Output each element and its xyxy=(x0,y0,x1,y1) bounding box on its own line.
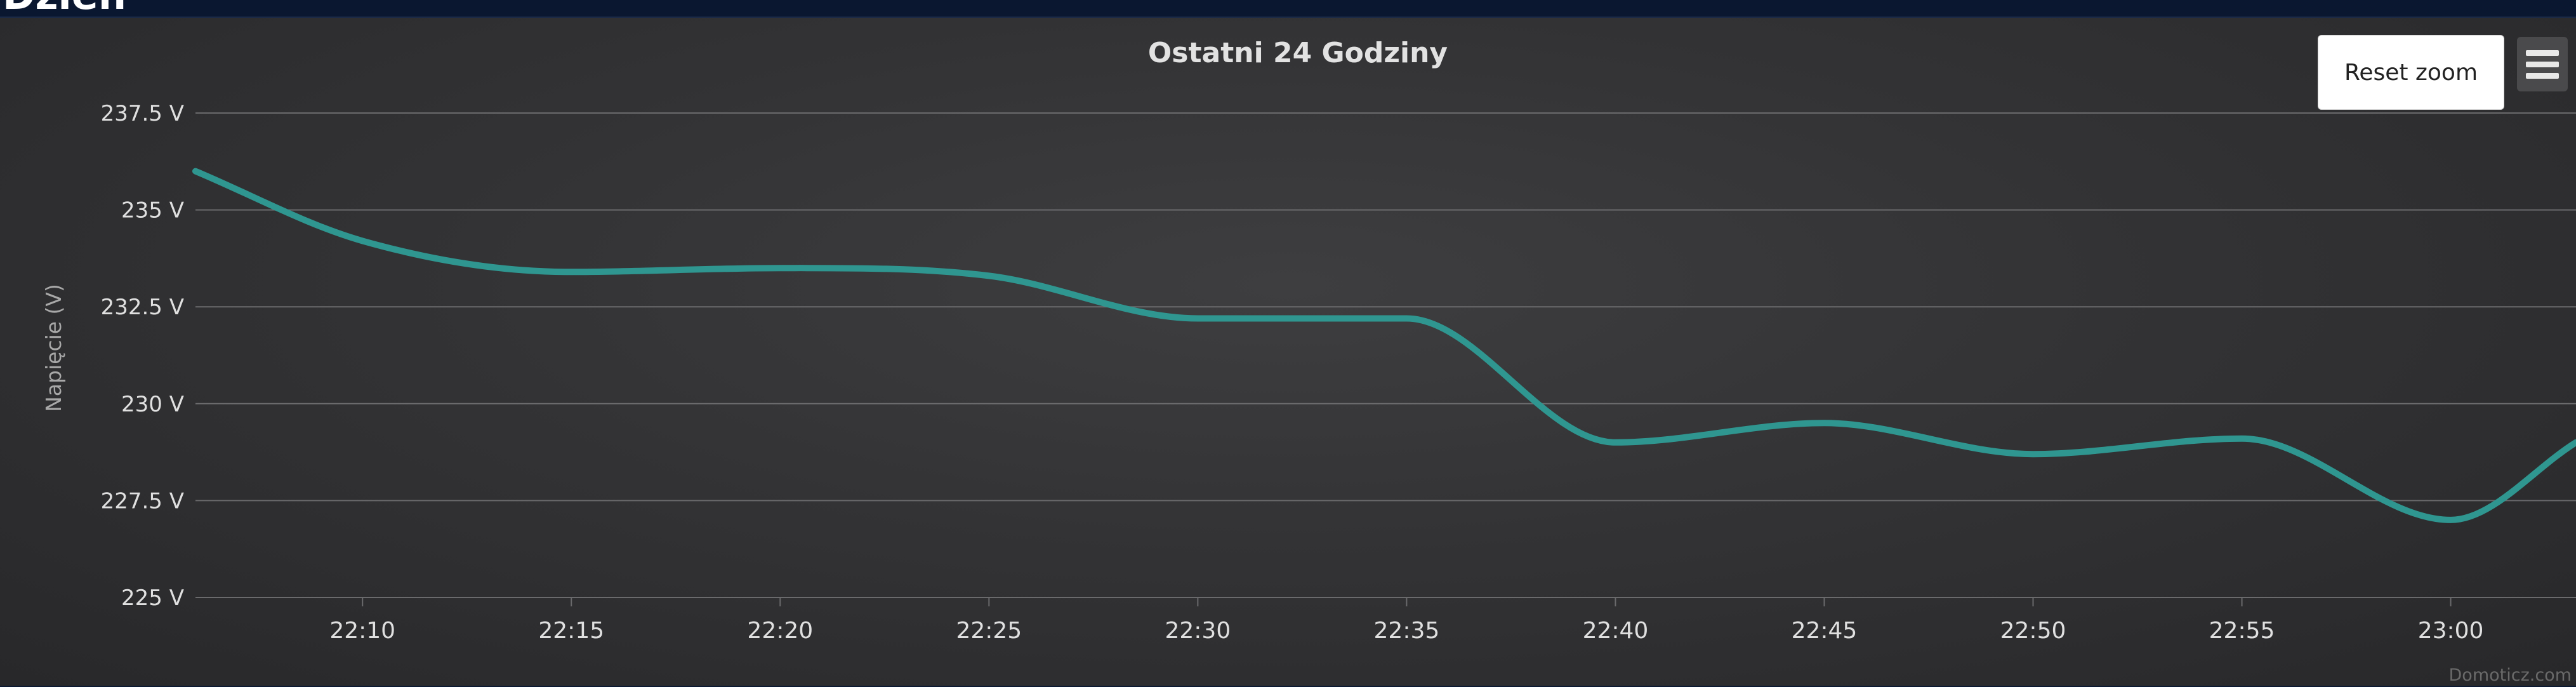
y-tick-label: 227.5 V xyxy=(101,488,184,514)
y-tick-label: 232.5 V xyxy=(101,295,184,320)
menu-bar xyxy=(2526,72,2559,79)
x-tick-label: 22:20 xyxy=(747,618,813,644)
voltage-chart: 225 V 227.5 V 230 V 232.5 V 235 V 237.5 V 22:… xyxy=(41,37,2576,685)
x-tick-label: 22:15 xyxy=(538,618,604,644)
x-tick-label: 22:40 xyxy=(1583,618,1649,644)
y-tick-label: 225 V xyxy=(121,585,184,611)
series-layer xyxy=(192,168,2576,523)
y-axis-title: Napięcie (V) xyxy=(41,284,66,412)
y-tick-label: 230 V xyxy=(121,392,184,417)
y-axis-ticks: 225 V 227.5 V 230 V 232.5 V 235 V 237.5 V xyxy=(101,101,184,611)
menu-bar xyxy=(2526,61,2559,67)
x-tick-label: 22:35 xyxy=(1374,618,1440,644)
y-tick-label: 237.5 V xyxy=(101,101,184,126)
x-axis-ticks: 22:10 22:15 22:20 22:25 22:30 22:35 22:40 22:45… xyxy=(329,597,2483,644)
x-tick-label: 23:00 xyxy=(2418,618,2484,644)
page-header: Dzień xyxy=(0,0,2576,17)
y-tick-label: 235 V xyxy=(121,198,184,223)
x-tick-label: 22:25 xyxy=(956,618,1022,644)
hamburger-menu-icon[interactable] xyxy=(2517,37,2568,91)
x-tick-label: 22:55 xyxy=(2209,618,2275,644)
x-tick-label: 22:45 xyxy=(1792,618,1858,644)
voltage-series-line[interactable] xyxy=(192,168,2576,523)
x-tick-label: 22:10 xyxy=(329,618,395,644)
page-header-label: Dzień xyxy=(3,0,126,15)
x-tick-label: 22:30 xyxy=(1165,618,1231,644)
grid-lines xyxy=(195,112,2576,598)
credits-link[interactable]: Domoticz.com xyxy=(2449,665,2572,685)
chart-title: Ostatni 24 Godziny xyxy=(1148,37,1448,69)
x-tick-label: 22:50 xyxy=(2000,618,2066,644)
menu-bar xyxy=(2526,50,2559,56)
chart-panel: 225 V 227.5 V 230 V 232.5 V 235 V 237.5 V 22:… xyxy=(0,17,2576,686)
reset-zoom-button[interactable]: Reset zoom xyxy=(2318,35,2504,110)
